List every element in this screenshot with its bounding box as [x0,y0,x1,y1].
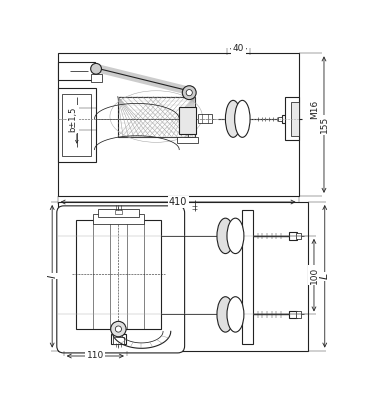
Bar [288,232,297,240]
Bar [114,210,122,214]
Circle shape [111,321,126,337]
Bar [186,93,192,106]
Bar [199,114,212,124]
Bar [62,94,91,156]
Bar [93,214,144,224]
Bar [282,115,291,123]
Ellipse shape [227,218,244,254]
Bar [98,209,139,217]
Bar [58,62,94,80]
Circle shape [186,90,192,96]
Text: l: l [47,275,57,278]
Bar [285,97,299,140]
Bar [58,88,96,162]
Bar [111,334,126,344]
Bar [58,202,308,351]
Ellipse shape [217,297,234,332]
Bar [242,210,253,344]
Text: 110: 110 [87,352,104,360]
Ellipse shape [227,297,244,332]
Ellipse shape [226,100,241,137]
Text: b±1,5: b±1,5 [69,106,77,132]
Bar [91,74,102,82]
Text: M16: M16 [310,100,319,119]
Text: 410: 410 [169,197,187,207]
Bar [76,220,161,329]
Bar [177,137,199,144]
Bar [288,310,297,318]
Bar [296,233,301,239]
Bar [296,311,301,318]
Bar [117,96,195,136]
Bar [291,102,299,136]
Bar [278,116,282,121]
Circle shape [115,326,122,332]
Text: 155: 155 [319,116,329,133]
Ellipse shape [235,100,250,137]
Circle shape [91,64,102,74]
Text: 100: 100 [310,266,318,284]
Text: 40: 40 [233,44,244,53]
Ellipse shape [217,218,234,254]
FancyBboxPatch shape [57,206,185,353]
Bar [113,337,124,344]
Bar [58,53,299,196]
Circle shape [182,86,196,100]
Bar [179,106,196,134]
Text: L: L [320,273,330,280]
